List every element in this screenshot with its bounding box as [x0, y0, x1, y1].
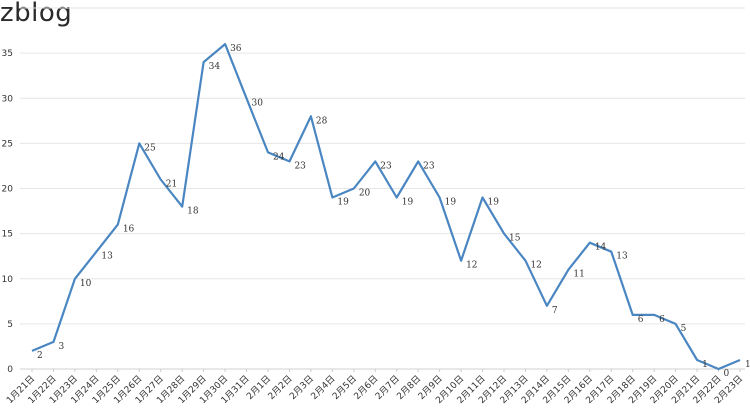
data-label: 1	[702, 360, 708, 370]
data-label: 36	[230, 44, 242, 54]
data-label: 30	[252, 98, 264, 108]
watermark-logo: zblog	[0, 0, 73, 28]
data-label: 14	[595, 243, 607, 253]
data-label: 20	[359, 189, 371, 199]
y-tick-label: 25	[2, 139, 13, 149]
data-label: 5	[681, 324, 687, 334]
data-label: 19	[445, 198, 457, 208]
data-label: 12	[466, 261, 477, 271]
data-label: 15	[509, 234, 521, 244]
data-label: 11	[573, 270, 584, 280]
data-labels: 2310131625211834363024232819202319231912…	[37, 44, 750, 379]
data-label: 6	[638, 315, 644, 325]
data-label: 1	[745, 360, 750, 370]
x-axis: 1月21日1月22日1月23日1月24日1月25日1月26日1月27日1月28日…	[4, 369, 745, 406]
data-label: 19	[402, 198, 414, 208]
y-tick-label: 35	[2, 49, 13, 59]
data-label: 19	[488, 198, 500, 208]
data-label: 25	[144, 143, 156, 153]
data-label: 7	[552, 306, 558, 316]
y-tick-label: 0	[7, 365, 13, 375]
data-label: 6	[659, 315, 665, 325]
data-label: 18	[187, 207, 199, 217]
data-label: 13	[101, 252, 113, 262]
y-axis: 0 5 10 15 20 25 30 35	[2, 49, 14, 375]
data-label: 13	[616, 252, 628, 262]
data-label: 0	[724, 369, 730, 379]
data-label: 23	[294, 161, 306, 171]
series-line	[31, 43, 741, 371]
data-label: 21	[166, 179, 177, 189]
y-tick-label: 15	[2, 230, 13, 240]
data-label: 12	[530, 261, 541, 271]
data-label: 16	[123, 225, 135, 235]
data-label: 19	[337, 198, 349, 208]
data-label: 23	[380, 161, 392, 171]
grid-lines	[20, 7, 745, 370]
data-label: 3	[58, 342, 64, 352]
data-label: 2	[37, 351, 43, 361]
data-label: 24	[273, 152, 285, 162]
data-label: 28	[316, 116, 328, 126]
data-label: 23	[423, 161, 435, 171]
y-tick-label: 20	[2, 185, 14, 195]
data-label: 10	[80, 279, 92, 289]
data-label: 34	[209, 62, 221, 72]
y-tick-label: 5	[7, 320, 13, 330]
y-tick-label: 10	[2, 275, 14, 285]
y-tick-label: 30	[2, 94, 14, 104]
